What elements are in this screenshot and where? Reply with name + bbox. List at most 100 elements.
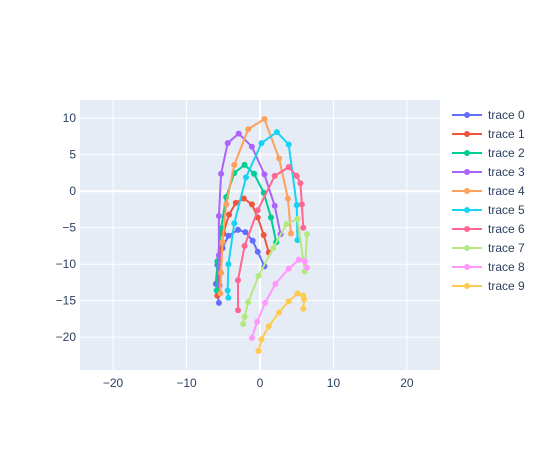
data-point [218, 269, 225, 276]
data-point [287, 230, 294, 237]
legend-label: trace 0 [488, 108, 525, 122]
legend-label: trace 1 [488, 127, 525, 141]
data-point [241, 242, 248, 249]
data-point [226, 211, 233, 218]
series-group [212, 116, 310, 354]
data-point [235, 307, 241, 314]
legend-item[interactable]: trace 6 [452, 222, 525, 236]
data-point [293, 202, 300, 209]
data-point [273, 129, 280, 136]
x-tick-label: −20 [103, 376, 124, 390]
series-7 [240, 215, 310, 327]
x-tick-label: 0 [257, 376, 264, 390]
data-point [285, 164, 292, 171]
series-6 [235, 164, 307, 314]
data-point [271, 202, 278, 209]
x-tick-label: 20 [400, 376, 414, 390]
y-tick-label: −10 [56, 257, 77, 271]
legend-swatch-marker [464, 188, 470, 194]
data-point [223, 201, 230, 208]
y-tick-label: −20 [56, 330, 77, 344]
data-point [248, 201, 255, 208]
legend-item[interactable]: trace 0 [452, 108, 525, 122]
data-point [235, 130, 242, 137]
data-point [241, 161, 248, 168]
data-point [284, 195, 291, 202]
data-point [215, 213, 222, 219]
series-line [217, 132, 282, 286]
data-point [215, 252, 222, 259]
series-4 [217, 116, 294, 297]
legend-item[interactable]: trace 7 [452, 241, 525, 255]
legend-label: trace 7 [488, 241, 525, 255]
data-point [225, 232, 232, 239]
legend-swatch-marker [464, 207, 470, 213]
series-line [226, 130, 299, 298]
legend-swatch-marker [464, 245, 470, 251]
x-tick-label: 10 [327, 376, 341, 390]
data-point [254, 248, 261, 255]
legend-item[interactable]: trace 2 [452, 146, 525, 160]
data-point [235, 226, 241, 233]
legend-swatch-marker [464, 264, 470, 270]
legend-label: trace 8 [488, 260, 525, 274]
legend-item[interactable]: trace 9 [452, 279, 525, 293]
data-point [270, 245, 277, 252]
data-point [276, 309, 283, 316]
legend[interactable]: trace 0 trace 1 trace 2 trace 3 trace 4 trace… [452, 108, 525, 293]
legend-item[interactable]: trace 8 [452, 260, 525, 274]
data-point [265, 323, 272, 330]
y-axis-ticks: −20 −15 −10 −5 0 5 10 [56, 111, 77, 344]
data-point [297, 180, 304, 187]
legend-swatch-marker [464, 150, 470, 156]
data-point [243, 174, 249, 181]
data-point [231, 161, 238, 168]
data-point [240, 321, 247, 327]
data-point [254, 207, 261, 214]
data-point [293, 172, 300, 179]
data-point [251, 170, 258, 177]
data-point [271, 172, 278, 179]
legend-swatch-marker [464, 226, 470, 232]
data-point [298, 201, 305, 208]
legend-swatch-marker [464, 283, 470, 289]
data-point [261, 116, 268, 122]
legend-swatch-marker [464, 131, 470, 137]
data-point [245, 126, 252, 133]
series-line [219, 117, 292, 294]
data-point [240, 195, 247, 202]
x-tick-label: −10 [176, 376, 197, 390]
data-point [294, 215, 301, 222]
series-line [237, 165, 305, 311]
data-point [261, 171, 268, 178]
data-point [258, 336, 265, 343]
data-point [245, 299, 252, 306]
data-point [219, 239, 226, 246]
data-point [300, 224, 307, 231]
legend-item[interactable]: trace 4 [452, 184, 525, 198]
data-point [304, 264, 310, 271]
data-point [255, 348, 262, 354]
legend-item[interactable]: trace 5 [452, 203, 525, 217]
data-point [231, 220, 238, 227]
legend-item[interactable]: trace 1 [452, 127, 525, 141]
series-3 [215, 130, 284, 289]
data-point [300, 292, 307, 299]
series-5 [224, 129, 301, 301]
data-point [248, 143, 255, 150]
series-9 [255, 290, 308, 354]
x-axis-ticks: −20 −10 0 10 20 [103, 376, 414, 390]
y-tick-label: 5 [69, 148, 76, 162]
legend-item[interactable]: trace 3 [452, 165, 525, 179]
data-point [262, 299, 269, 306]
data-point [249, 237, 256, 244]
y-tick-label: −5 [62, 221, 76, 235]
data-point [225, 261, 232, 268]
data-point [285, 298, 292, 305]
data-point [224, 287, 231, 294]
legend-swatch-marker [464, 169, 470, 175]
data-point [294, 290, 301, 297]
data-point [258, 140, 265, 147]
data-point [235, 277, 241, 284]
